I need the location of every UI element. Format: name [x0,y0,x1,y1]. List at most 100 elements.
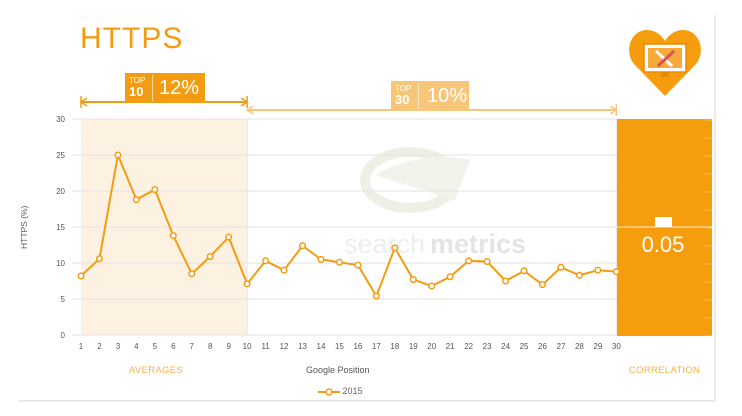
y-tick-label: 15 [56,223,65,232]
data-point [206,252,214,261]
x-axis-label: Google Position [306,365,370,375]
data-point [225,233,233,241]
x-tick-label: 14 [317,342,326,351]
legend: 2015 [318,386,363,397]
data-point [317,255,325,263]
y-tick-label: 10 [56,259,65,268]
x-tick-label: 26 [538,342,547,351]
data-point [538,281,547,289]
data-point [575,271,583,279]
x-tick-label: 9 [226,342,231,351]
data-point [243,280,251,288]
x-tick-label: 4 [134,342,139,351]
x-tick-label: 6 [171,342,176,351]
legend-series-name: 2015 [342,386,363,396]
x-tick-label: 10 [243,342,252,351]
top10-arrow-right [240,97,249,107]
watermark-logo: search metrics [344,147,526,259]
top10-divider [152,75,153,101]
x-tick-label: 19 [409,342,418,351]
correlation-label: CORRELATION [629,365,701,376]
data-point [77,272,85,280]
data-point [188,270,196,278]
x-tick-label: 13 [298,342,307,351]
x-tick-label: 18 [390,342,399,351]
data-point [132,196,140,204]
top10-number: 10 [129,84,144,99]
data-point [502,277,510,285]
data-point [280,266,288,274]
x-tick-label: 1 [79,342,84,351]
x-tick-label: 7 [190,342,195,351]
screwdriver-icon [656,49,676,68]
y-tick-label: 5 [61,295,66,304]
x-tick-label: 24 [501,342,510,351]
legend-line-icon [318,387,340,396]
data-point [354,261,362,269]
correlation-marker [655,217,672,227]
x-tick-label: 17 [372,342,381,351]
x-tick-label: 21 [446,342,455,351]
series-line-2015 [80,154,617,298]
top30-badge: TOP 30 10% [391,81,469,111]
x-tick-label: 25 [520,342,529,351]
averages-label: AVERAGES [129,365,183,376]
x-tick-label: 20 [427,342,436,351]
top30-divider [418,83,419,109]
x-tick-label: 15 [335,342,344,351]
data-point [557,263,565,271]
data-point [169,232,177,240]
page-title: HTTPS [80,22,184,55]
x-tick-label: 28 [575,342,584,351]
data-point [409,276,417,284]
data-point [483,258,491,266]
data-point [372,292,380,300]
data-point [335,258,343,266]
x-tick-label: 2 [97,342,102,351]
top30-top-label: TOP [395,84,412,93]
top30-number: 30 [395,92,410,107]
x-tick-label: 27 [557,342,566,351]
x-tick-label: 3 [116,342,121,351]
data-point [114,151,122,159]
top10-percent: 12% [159,77,200,99]
data-point [465,257,473,265]
data-point [428,282,436,290]
x-tick-label: 30 [612,342,621,351]
x-tick-label: 29 [593,342,602,351]
y-tick-label: 0 [61,331,66,340]
watermark-text-b: metrics [430,229,526,259]
top10-arrow-left [79,97,88,107]
top30-arrow-right [609,105,618,115]
data-point [520,267,528,275]
y-axis-label: HTTPS (%) [19,205,29,249]
y-tick-label: 30 [56,115,65,124]
data-point [95,255,104,263]
data-point [446,273,454,281]
y-tick-label: 25 [56,151,65,160]
top30-percent: 10% [427,85,468,107]
data-point [391,244,399,252]
top30-arrow-left [245,105,254,115]
correlation-ticks [617,119,712,336]
data-point [612,268,620,276]
data-point [151,186,159,194]
x-tick-label: 12 [280,342,289,351]
x-tick-label: 16 [353,342,362,351]
heart-tools-icon [629,30,701,96]
data-point [262,257,270,265]
x-tick-label: 8 [208,342,213,351]
x-tick-label: 5 [153,342,158,351]
top10-badge: TOP 10 12% [125,73,205,103]
y-tick-label: 20 [56,187,65,196]
x-tick-label: 11 [261,342,270,351]
data-point [298,242,307,250]
watermark-text-a: search [344,229,425,259]
x-tick-label: 22 [464,342,473,351]
top10-top-label: TOP [129,76,146,85]
correlation-value: 0.05 [641,232,685,257]
x-tick-label: 23 [483,342,492,351]
data-point [594,266,602,274]
